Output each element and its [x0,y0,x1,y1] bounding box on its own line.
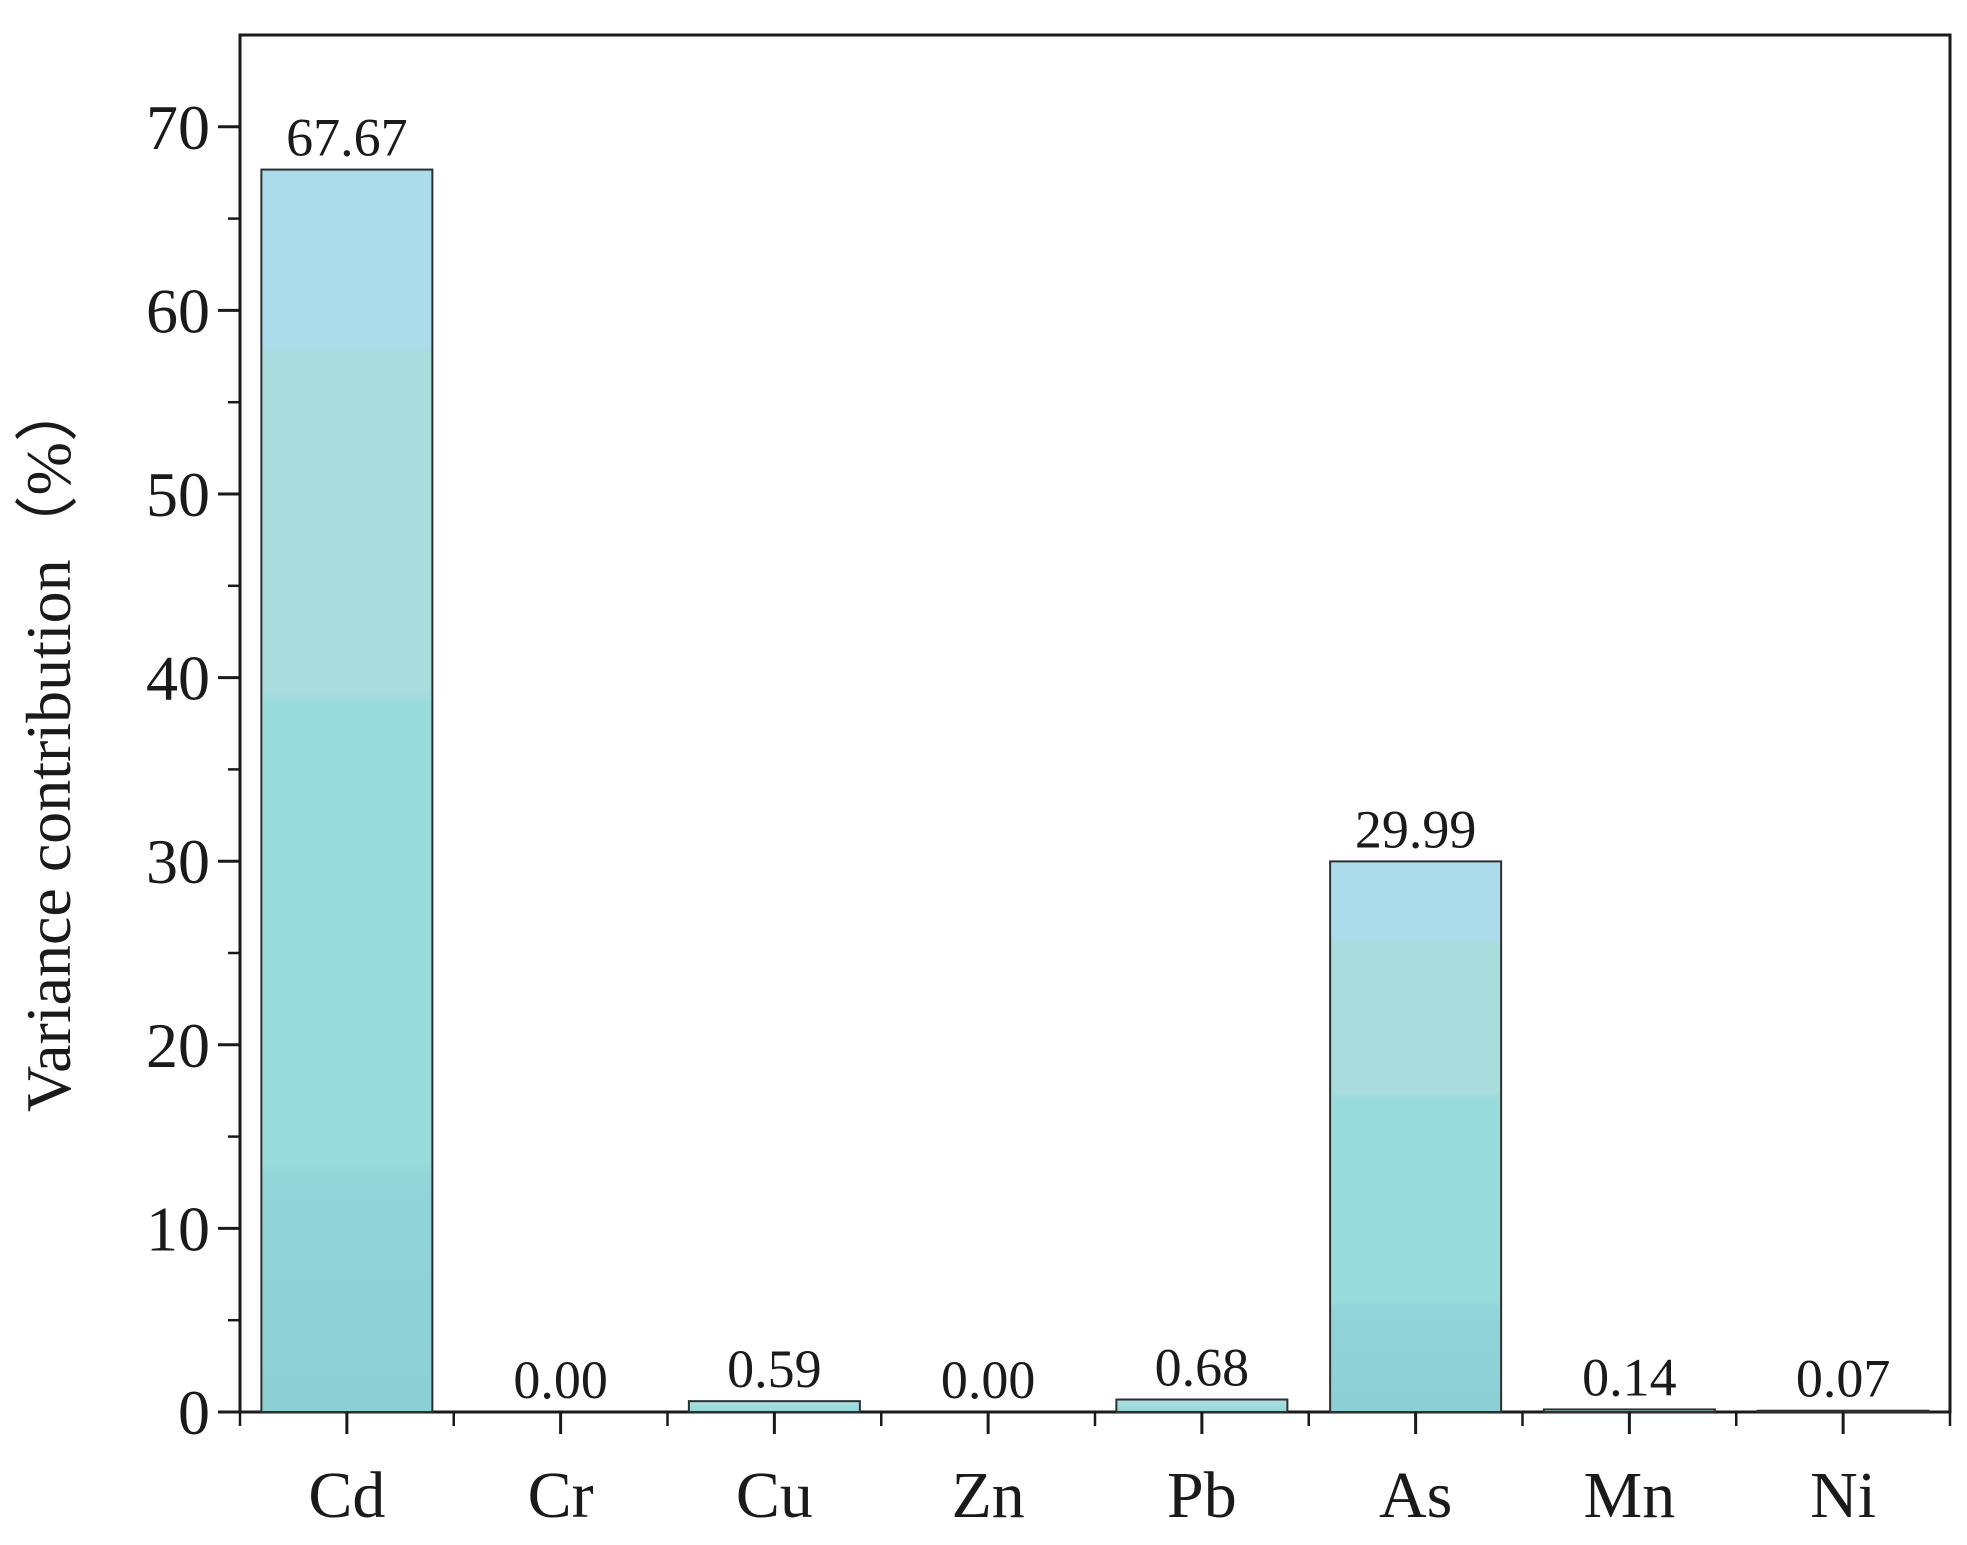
y-tick-label-60: 60 [146,275,210,346]
y-tick-label-10: 10 [146,1193,210,1264]
data-label-cd: 67.67 [286,108,408,168]
bars [260,168,1930,1414]
data-label-cr: 0.00 [513,1350,608,1410]
x-tick-label-ni: Ni [1810,1459,1876,1532]
bar-ni [1756,1409,1930,1414]
bar-cu [687,1400,861,1414]
data-label-cu: 0.59 [727,1339,822,1399]
x-tick-label-zn: Zn [951,1459,1024,1532]
data-label-as: 29.99 [1355,799,1477,859]
y-tick-label-20: 20 [146,1010,210,1081]
y-tick-label-0: 0 [178,1377,210,1448]
plot-frame [238,33,1952,1414]
plot-border [238,33,1952,1414]
data-label-ni: 0.07 [1796,1349,1891,1409]
x-tick-label-mn: Mn [1584,1459,1676,1532]
bar-cd [260,168,434,1413]
bar-pb [1115,1398,1289,1414]
y-axis-title: Variance contribution（%） [13,378,84,1112]
x-tick-label-pb: Pb [1167,1459,1237,1532]
axes: Cd Cr Cu Zn Pb As Mn Ni 0 10 20 30 40 50 60 70 [146,92,1952,1532]
data-label-zn: 0.00 [941,1350,1036,1410]
y-tick-label-40: 40 [146,643,210,714]
bar-mn [1542,1408,1716,1413]
bar-as [1329,860,1503,1413]
data-label-pb: 0.68 [1155,1338,1250,1398]
x-tick-label-as: As [1379,1459,1452,1532]
data-labels: 67.67 0.00 0.59 0.00 0.68 29.99 0.14 0.07 [286,108,1890,1410]
y-tick-label-50: 50 [146,459,210,530]
x-tick-label-cr: Cr [528,1459,594,1532]
x-tick-label-cd: Cd [308,1459,385,1532]
y-tick-label-30: 30 [146,826,210,897]
data-label-mn: 0.14 [1582,1347,1677,1407]
y-tick-label-70: 70 [146,92,210,163]
x-tick-label-cu: Cu [736,1459,813,1532]
